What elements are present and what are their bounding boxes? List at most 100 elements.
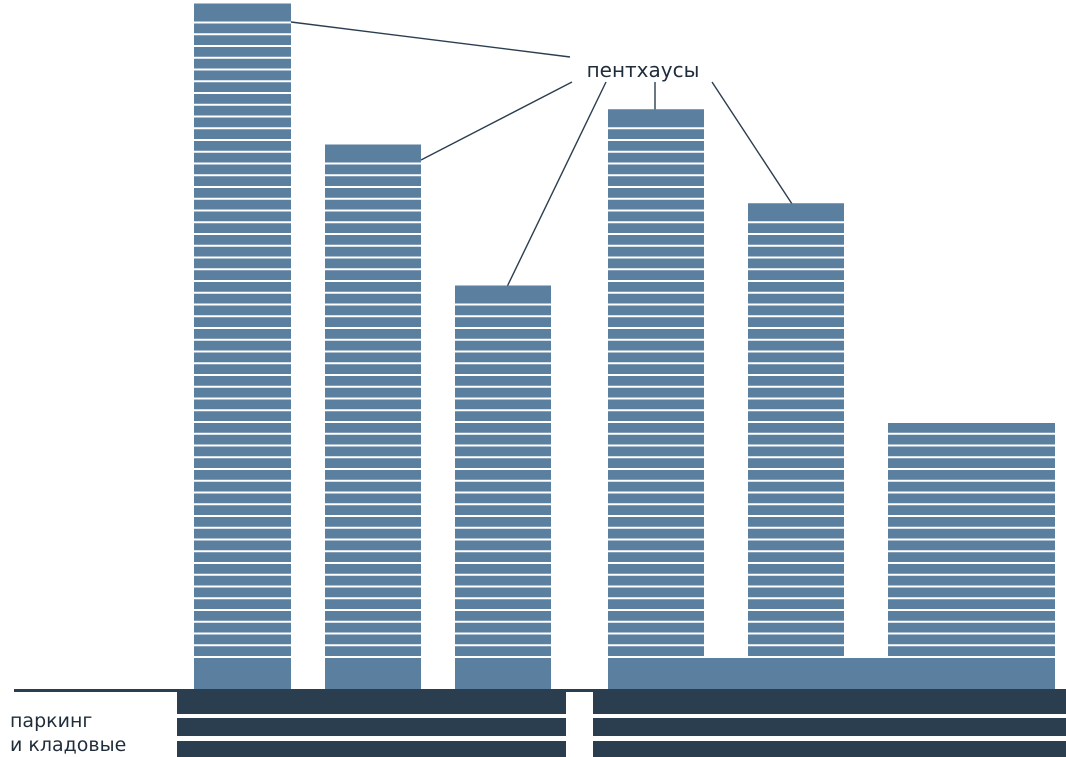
floor: [325, 470, 421, 480]
floor: [194, 340, 291, 351]
floor: [455, 540, 551, 551]
floor: [194, 481, 291, 492]
floor: [888, 470, 1055, 480]
floor: [608, 622, 704, 633]
floor: [194, 58, 291, 69]
floor: [194, 517, 291, 527]
floor: [194, 270, 291, 280]
floor: [608, 235, 704, 245]
towers-group: [194, 3, 1055, 691]
floor: [325, 493, 421, 504]
floor: [194, 387, 291, 398]
floor: [748, 270, 844, 280]
floor: [194, 505, 291, 515]
floor: [608, 434, 704, 445]
floor: [608, 505, 704, 515]
floor: [888, 493, 1055, 504]
floor: [194, 211, 291, 222]
floor: [888, 528, 1055, 539]
floor: [748, 376, 844, 386]
floor: [455, 399, 551, 410]
floor: [608, 329, 704, 339]
floor: [325, 622, 421, 633]
parking-level-right-2: [593, 718, 1066, 736]
floor: [608, 223, 704, 233]
floor: [455, 376, 551, 386]
floor: [194, 141, 291, 151]
floor: [608, 599, 704, 609]
floor: [888, 599, 1055, 609]
floor: [455, 423, 551, 433]
floor: [194, 364, 291, 374]
floor: [888, 446, 1055, 457]
floor: [194, 258, 291, 269]
floor: [325, 211, 421, 222]
floor: [455, 634, 551, 645]
floor: [608, 575, 704, 586]
floor: [194, 411, 291, 421]
floor: [748, 505, 844, 515]
floor: [194, 470, 291, 480]
floor: [455, 587, 551, 598]
floor: [455, 528, 551, 539]
parking-level-left-2: [177, 718, 566, 736]
floor: [325, 387, 421, 398]
floor: [888, 622, 1055, 633]
floor: [194, 352, 291, 363]
floor: [888, 634, 1055, 645]
floor: [748, 540, 844, 551]
floor: [194, 446, 291, 457]
parking-level-left-3: [177, 741, 566, 757]
floor: [888, 540, 1055, 551]
leader-line-3: [504, 81, 607, 292]
floor: [748, 364, 844, 374]
floor: [325, 587, 421, 598]
floor: [194, 376, 291, 386]
tower-4-base: [608, 658, 704, 691]
floor: [325, 329, 421, 339]
floor: [608, 164, 704, 175]
floor: [608, 364, 704, 374]
floor: [608, 458, 704, 468]
floor: [455, 611, 551, 621]
floor: [608, 152, 704, 163]
floor: [325, 446, 421, 457]
floor: [748, 293, 844, 304]
floor: [325, 528, 421, 539]
floor: [608, 528, 704, 539]
floor: [194, 176, 291, 186]
floor: [194, 540, 291, 551]
floor: [325, 540, 421, 551]
floor: [608, 258, 704, 269]
floor: [194, 611, 291, 621]
floor: [325, 411, 421, 421]
floor: [194, 282, 291, 292]
floor: [608, 352, 704, 363]
floor: [455, 481, 551, 492]
floor: [608, 246, 704, 257]
floor: [325, 293, 421, 304]
tower-1-base: [194, 658, 291, 691]
floor: [748, 575, 844, 586]
floor: [325, 564, 421, 574]
floor: [194, 105, 291, 116]
floor: [325, 258, 421, 269]
floor: [748, 493, 844, 504]
floor: [748, 317, 844, 327]
floor: [455, 646, 551, 656]
floor: [608, 552, 704, 562]
floor: [748, 446, 844, 457]
floor: [325, 282, 421, 292]
tower-5-base: [748, 658, 844, 691]
floor: [194, 399, 291, 410]
floor: [455, 470, 551, 480]
floor: [455, 517, 551, 527]
floor: [455, 599, 551, 609]
floor: [748, 528, 844, 539]
floor: [888, 587, 1055, 598]
floor: [325, 611, 421, 621]
tower-5: [748, 203, 844, 691]
floor: [608, 317, 704, 327]
floor: [194, 199, 291, 210]
floor: [608, 376, 704, 386]
